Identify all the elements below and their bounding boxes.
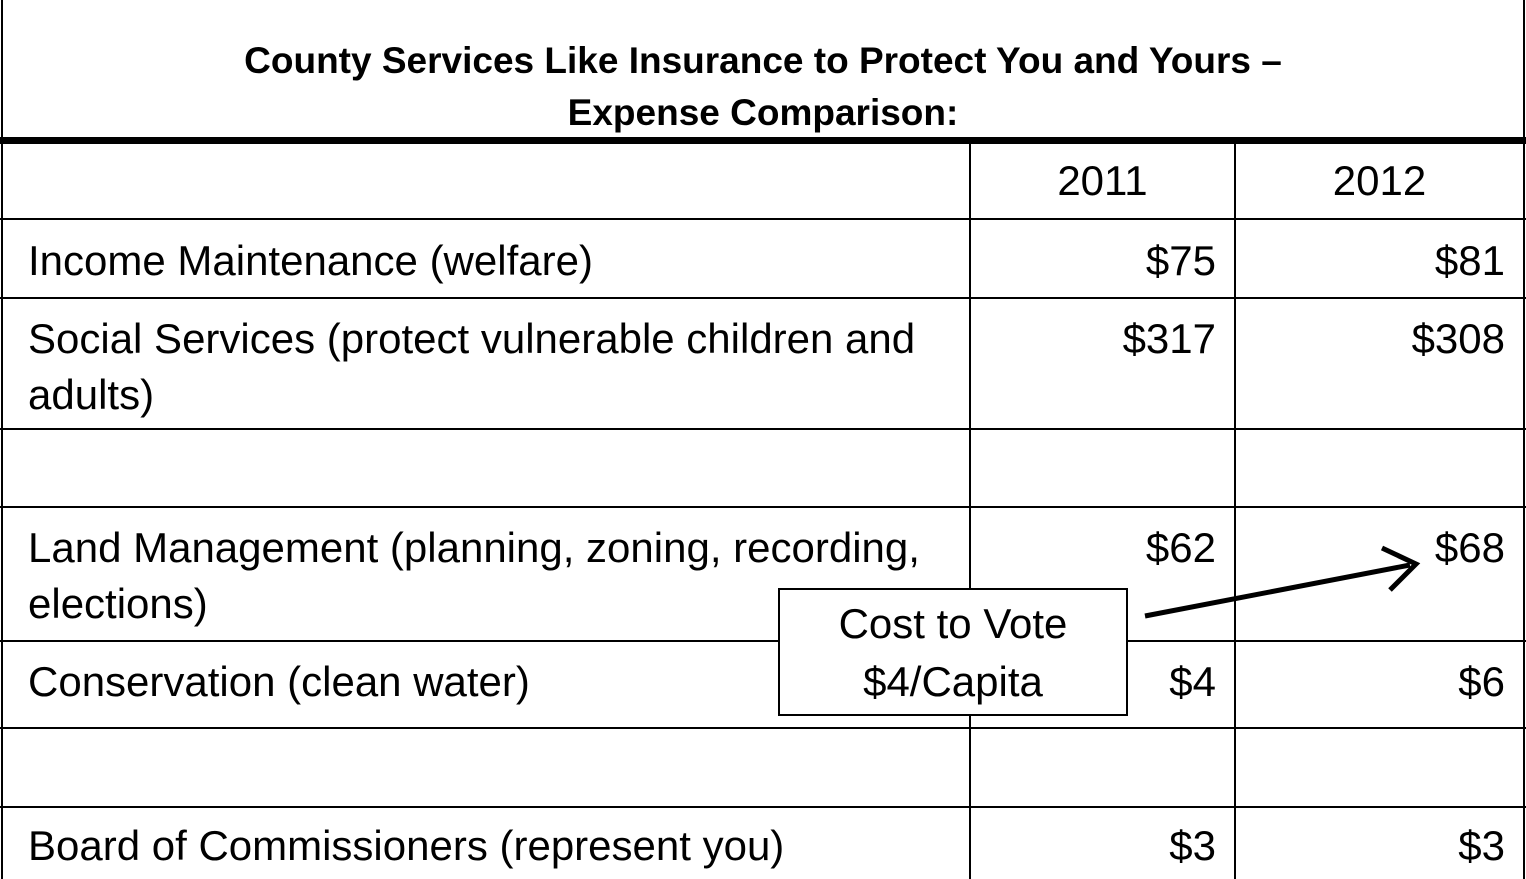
row-divider [0, 428, 1526, 430]
border [1523, 0, 1525, 879]
row-divider [0, 806, 1526, 808]
cell-value: $81 [1434, 237, 1505, 284]
arrow [1144, 562, 1411, 619]
cell-value: $3 [1458, 822, 1505, 869]
column-divider [969, 144, 971, 879]
row-label: Board of Commissioners (represent you) [28, 822, 785, 869]
arrow-head [1380, 545, 1421, 592]
title-line: Expense Comparison: [567, 92, 959, 133]
row-label: Income Maintenance (welfare) [28, 237, 593, 284]
cell-value: $68 [1434, 524, 1505, 571]
row-divider [0, 727, 1526, 729]
row-divider [0, 218, 1526, 220]
cell-value: $4 [1169, 658, 1216, 705]
row-label: Social Services (protect vulnerable chil… [28, 315, 916, 418]
cell-value: $6 [1458, 658, 1505, 705]
row-divider [0, 506, 1526, 508]
column-header: 2011 [1057, 157, 1148, 204]
row-label: Conservation (clean water) [28, 658, 530, 705]
cell-value: $308 [1411, 315, 1505, 362]
cell-value: $3 [1169, 822, 1216, 869]
cell-value: $317 [1122, 315, 1216, 362]
title-divider [0, 137, 1526, 144]
column-divider [1234, 144, 1236, 879]
cell-value: $62 [1145, 524, 1216, 571]
cell-value: $75 [1145, 237, 1216, 284]
row-label: Land Management (planning, zoning, recor… [28, 524, 920, 627]
column-header: 2012 [1332, 157, 1427, 204]
border [1, 0, 3, 879]
callout-line: Cost to Vote [838, 600, 1068, 647]
row-divider [0, 297, 1526, 299]
title-line: County Services Like Insurance to Protec… [244, 40, 1282, 81]
callout-box: Cost to Vote $4/Capita [778, 588, 1128, 716]
row-divider [0, 640, 1526, 642]
callout-line: $4/Capita [863, 658, 1043, 705]
